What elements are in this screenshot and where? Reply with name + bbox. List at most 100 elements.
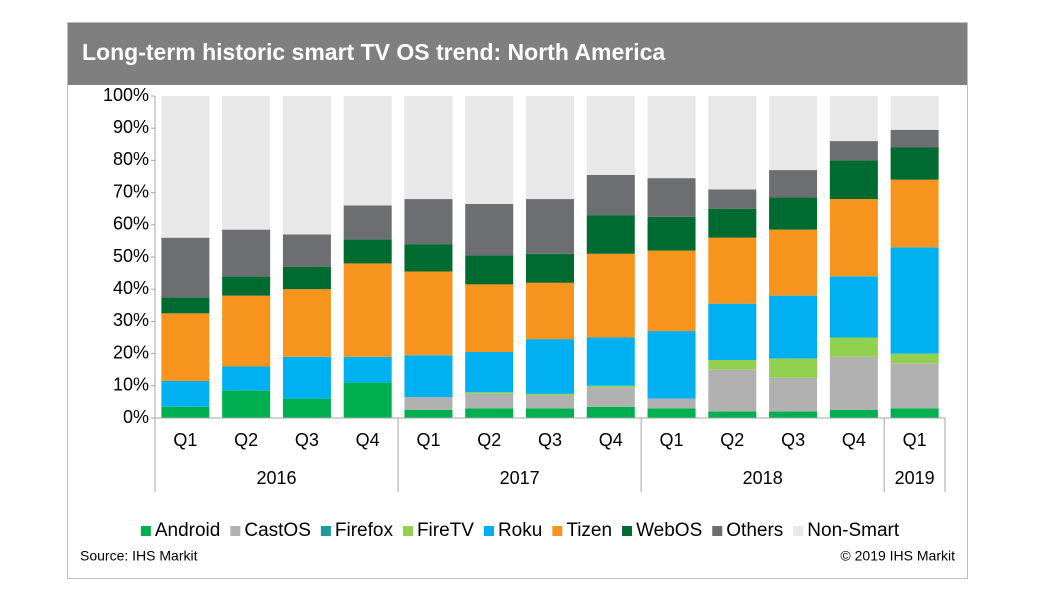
group-label: 2018 [743,468,783,488]
x-tick-label: Q3 [538,430,562,450]
group-label: 2016 [257,468,297,488]
bar-segment [708,303,757,361]
legend-swatch [483,526,494,536]
bar-segment [343,263,392,357]
bar-segment [586,387,635,407]
x-tick-label: Q2 [234,430,258,450]
bar-segment [404,355,453,398]
bar-segment [465,408,514,418]
legend-label: Roku [498,520,542,541]
y-tick-label: 20% [113,342,149,362]
group-label: 2019 [895,468,935,488]
bar-segment [404,96,453,200]
bar-segment [404,271,453,356]
bar-segment [222,295,271,367]
bar-segment [222,229,271,277]
bar-segment [343,96,392,206]
bar-segment [890,363,939,409]
bar-segment [282,96,331,235]
bar-segment [465,284,514,352]
bar-segment [222,276,271,296]
legend-label: Firefox [335,520,394,541]
bar-segment [525,339,575,394]
bar-segment [890,96,939,130]
x-tick-label: Q3 [781,430,805,450]
bar-segment [465,203,514,256]
bar-segment [161,313,210,381]
bar-segment [222,96,271,230]
bar-segment [647,408,696,418]
bar-segment [708,189,757,209]
bar-segment [890,353,939,364]
bar-segment [161,96,210,238]
bar-segment [465,351,514,393]
x-tick-label: Q4 [842,430,866,450]
bar-segment [647,178,696,217]
bar-segment [343,239,392,264]
bar-segment [525,393,575,396]
bar-segment [465,392,514,394]
bar-segment [769,197,818,230]
y-tick-label: 100% [103,85,149,105]
bar-segment [222,390,271,418]
legend-swatch [793,526,804,536]
bar-segment [829,141,878,161]
legend-swatch [712,526,723,536]
bar-segment [282,398,331,418]
bar-segment [708,96,757,190]
legend-swatch [402,526,413,536]
bar-segment [890,129,939,148]
bar-segment [161,406,210,418]
bar-segment [525,253,575,283]
y-tick-label: 60% [113,214,149,234]
bar-segment [343,382,392,418]
bar-segment [890,147,939,180]
legend-label: Android [155,520,221,541]
bar-segment [586,337,635,386]
bar-segment [890,179,939,248]
bar-segment [890,408,939,418]
bar-segment [769,295,818,359]
bar-segment [647,216,696,251]
y-tick-label: 30% [113,310,149,330]
legend-label: FireTV [417,520,474,541]
bar-segment [343,356,392,383]
bar-segment [161,297,210,314]
bar-segment [525,408,575,418]
copyright: © 2019 IHS Markit [840,548,955,564]
title-bar [68,23,967,85]
legend-swatch [622,526,633,536]
y-tick-label: 80% [113,149,149,169]
legend-swatch [320,526,331,536]
chart-frame [67,22,968,579]
y-tick-label: 50% [113,246,149,266]
x-tick-label: Q1 [173,430,197,450]
bar-segment [769,96,818,171]
bar-segment [282,234,331,267]
bar-segment [829,276,878,338]
chart-title: Long-term historic smart TV OS trend: No… [82,39,665,65]
x-tick-label: Q3 [295,430,319,450]
y-tick-label: 10% [113,375,149,395]
bar-segment [890,247,939,354]
bar-segment [586,253,635,338]
bar-segment [647,331,696,399]
x-tick-label: Q2 [720,430,744,450]
bar-segment [282,356,331,399]
bar-segment [708,360,757,370]
bar-segment [222,366,271,391]
bar-segment [769,170,818,198]
bar-segment [829,160,878,200]
bar-segment [465,96,514,204]
bar-segment [525,282,575,340]
bar-segment [829,96,878,142]
source: Source: IHS Markit [80,548,198,564]
bar-segment [829,409,878,418]
bar-segment [525,199,575,254]
legend-label: Tizen [566,520,612,541]
bar-segment [708,411,757,418]
y-tick-label: 90% [113,117,149,137]
bar-segment [769,229,818,296]
bar-segment [586,174,635,216]
